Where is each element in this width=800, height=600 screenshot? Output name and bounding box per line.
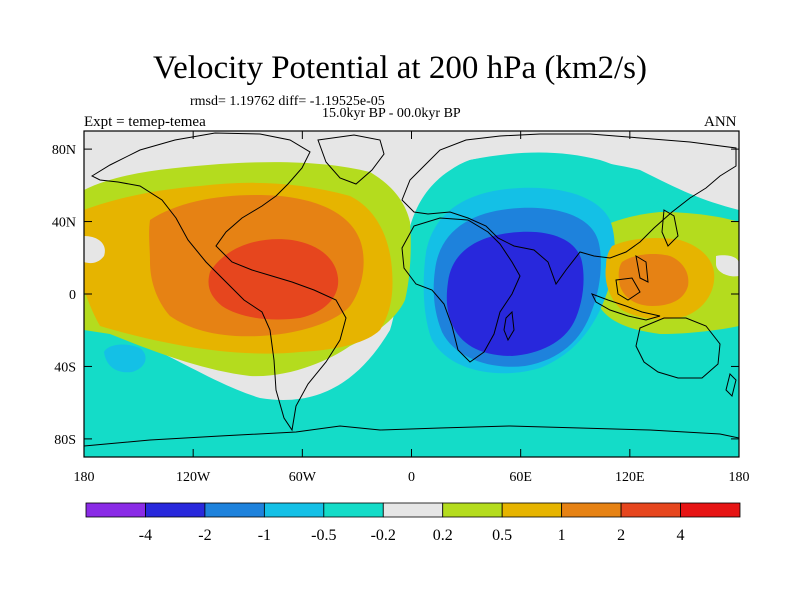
colorbar-swatch [85,502,146,518]
fill-neutral-band-pacific [84,236,105,264]
coastline-japan [661,209,679,247]
fill-indian-ocean-dark [446,231,584,356]
colorbar-swatch [145,502,206,518]
colorbar-swatch [501,502,563,518]
coastline-madagascar [503,310,515,342]
coastline-australia [635,317,721,379]
coastlines [84,132,739,457]
colorbar: -4 -2 -1 -0.5 -0.2 0.2 0.5 1 2 4 [85,502,741,544]
colorbar-label: 0.5 [492,527,512,544]
colorbar-swatch [382,502,444,518]
colorbar-label: -0.5 [311,527,336,544]
coastline-greenland [317,134,385,185]
y-tick-label: 80N [52,143,76,158]
colorbar-label: -1 [258,527,271,544]
experiment-label: Expt = temep-temea [84,114,206,130]
coastline-eurasia [401,133,737,286]
coastline-maritime-continent [590,293,661,321]
y-tick-label: 40S [54,360,76,375]
colorbar-swatch [680,502,741,518]
rmsd-stats: rmsd= 1.19762 diff= -1.19525e-05 [190,94,385,109]
contour-field [84,131,739,457]
colorbar-label: 2 [617,527,625,544]
fill-south-pacific-patch [104,344,146,373]
y-tick-label: 0 [69,288,76,303]
colorbar-label: 0.2 [433,527,453,544]
x-tick-label: 120E [615,470,645,485]
colorbar-swatch [204,502,265,518]
colorbar-label: -0.2 [371,527,396,544]
colorbar-swatch [561,502,622,518]
season-label: ANN [704,114,737,130]
coastline-africa [401,217,521,363]
x-tick-label: 60W [289,470,317,485]
colorbar-label: 1 [558,527,566,544]
coastline-philippines [635,255,649,283]
colorbar-swatch [442,502,503,518]
axes: 180 120W 60W 0 60E 120E 180 80N 40N 0 40S 80S [52,131,750,485]
x-tick-label: 60E [509,470,532,485]
x-tick-label: 180 [74,470,95,485]
fill-west-pacific-core [618,254,689,306]
colorbar-label: 4 [677,527,685,544]
colorbar-swatch [323,502,384,518]
x-tick-label: 180 [729,470,750,485]
y-tick-label: 80S [54,433,76,448]
colorbar-label: -4 [139,527,152,544]
x-tick-label: 120W [176,470,211,485]
x-tick-label: 0 [408,470,415,485]
chart-title: Velocity Potential at 200 hPa (km2/s) [152,50,648,86]
period-label: 15.0kyr BP - 00.0kyr BP [322,106,461,121]
coastline-americas [90,132,347,432]
coastline-antarctica [84,425,739,457]
y-tick-label: 40N [52,216,76,231]
colorbar-label: -2 [198,527,211,544]
fill-neutral-band-east-pacific [716,255,739,277]
fill-americas-red [208,239,339,320]
coastline-new-zealand [725,373,737,397]
colorbar-swatch [620,502,681,518]
colorbar-swatch [263,502,325,518]
coastline-borneo [615,277,641,301]
